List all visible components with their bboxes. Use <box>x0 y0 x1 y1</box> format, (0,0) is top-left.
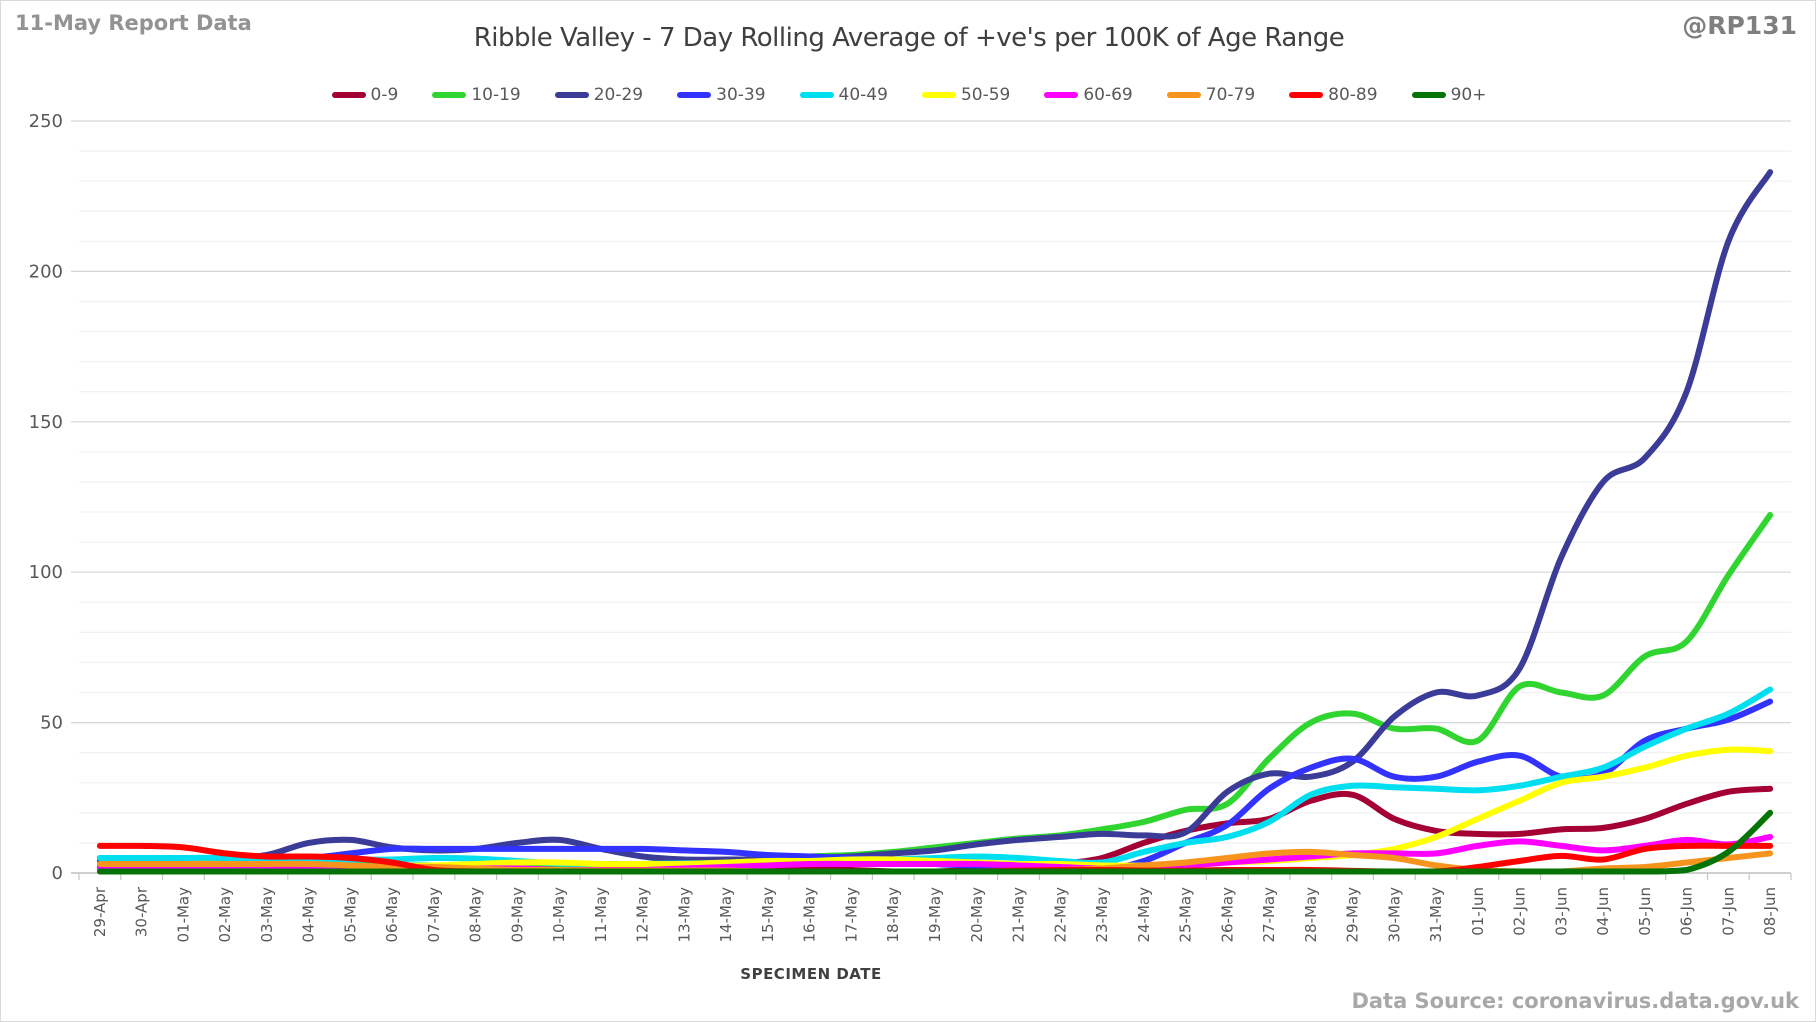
legend-label-0-9: 0-9 <box>370 85 399 105</box>
legend-label-40-49: 40-49 <box>838 85 888 105</box>
legend-label-30-39: 30-39 <box>716 85 766 105</box>
y-tick-label: 50 <box>40 713 63 734</box>
x-tick-label: 11-May <box>592 887 610 943</box>
legend-label-60-69: 60-69 <box>1083 85 1133 105</box>
chart-title: Ribble Valley - 7 Day Rolling Average of… <box>473 23 1345 53</box>
x-tick-label: 07-May <box>425 887 443 943</box>
chart-legend: 0-9 10-19 20-29 30-39 40-49 50-59 60-69 70-79 80… <box>99 85 1719 105</box>
legend-item-20-29: 20-29 <box>554 85 644 105</box>
x-tick-label: 21-May <box>1010 887 1028 943</box>
x-tick-label: 08-Jun <box>1761 887 1779 936</box>
x-tick-label: 09-May <box>508 887 526 943</box>
x-axis-title: SPECIMEN DATE <box>740 965 882 983</box>
x-tick-label: 19-May <box>926 887 944 943</box>
series-line-10-19 <box>96 512 1774 872</box>
x-tick-label: 30-Apr <box>133 886 151 937</box>
y-tick-label: 250 <box>29 111 63 132</box>
x-tick-label: 25-May <box>1177 887 1195 943</box>
x-tick-label: 08-May <box>467 887 485 943</box>
legend-item-30-39: 30-39 <box>677 85 766 105</box>
legend-swatch-70-79 <box>1166 92 1201 98</box>
x-tick-label: 01-May <box>174 887 192 943</box>
x-tick-label: 24-May <box>1135 887 1153 943</box>
legend-label-50-59: 50-59 <box>960 85 1011 105</box>
legend-item-40-49: 40-49 <box>799 85 888 105</box>
legend-label-10-19: 10-19 <box>471 85 521 105</box>
x-tick-label: 20-May <box>968 887 986 943</box>
legend-item-90+: 90+ <box>1411 85 1487 105</box>
legend-item-10-19: 10-19 <box>432 85 521 105</box>
x-tick-label: 03-Jun <box>1552 887 1570 936</box>
legend-swatch-30-39 <box>677 92 712 98</box>
x-tick-label: 04-Jun <box>1594 887 1612 936</box>
y-tick-label: 0 <box>52 863 63 884</box>
x-tick-label: 29-May <box>1344 887 1362 943</box>
x-tick-label: 13-May <box>676 887 694 943</box>
x-tick-label: 28-May <box>1302 887 1320 943</box>
x-tick-label: 01-Jun <box>1469 887 1487 936</box>
legend-swatch-80-89 <box>1289 92 1324 98</box>
legend-item-60-69: 60-69 <box>1044 85 1133 105</box>
x-tick-label: 07-Jun <box>1719 887 1737 936</box>
legend-swatch-60-69 <box>1044 92 1079 98</box>
x-tick-label: 02-May <box>216 887 234 943</box>
x-tick-label: 12-May <box>634 887 652 943</box>
x-tick-label: 05-Jun <box>1636 887 1654 936</box>
legend-item-50-59: 50-59 <box>921 85 1011 105</box>
legend-swatch-20-29 <box>554 92 589 98</box>
x-tick-label: 06-May <box>383 887 401 943</box>
x-tick-label: 04-May <box>300 887 318 943</box>
x-tick-label: 27-May <box>1260 887 1278 943</box>
x-tick-label: 16-May <box>801 887 819 943</box>
x-tick-label: 30-May <box>1385 887 1403 943</box>
report-date-label: 11-May Report Data <box>15 11 252 35</box>
author-handle: @RP131 <box>1682 11 1797 40</box>
x-tick-label: 23-May <box>1093 887 1111 943</box>
legend-label-90+: 90+ <box>1450 85 1487 105</box>
legend-swatch-0-9 <box>331 92 366 98</box>
x-tick-label: 26-May <box>1218 887 1236 943</box>
x-tick-label: 06-Jun <box>1678 887 1696 936</box>
data-source-label: Data Source: coronavirus.data.gov.uk <box>1351 989 1799 1013</box>
legend-label-70-79: 70-79 <box>1205 85 1256 105</box>
x-tick-label: 03-May <box>258 887 276 943</box>
legend-label-80-89: 80-89 <box>1328 85 1378 105</box>
x-tick-label: 29-Apr <box>91 886 109 937</box>
legend-item-80-89: 80-89 <box>1289 85 1378 105</box>
legend-label-20-29: 20-29 <box>593 85 644 105</box>
x-tick-label: 15-May <box>759 887 777 943</box>
legend-swatch-90+ <box>1411 92 1446 98</box>
y-tick-label: 200 <box>29 261 63 282</box>
legend-swatch-10-19 <box>432 92 467 98</box>
legend-item-0-9: 0-9 <box>331 85 399 105</box>
y-tick-label: 150 <box>29 412 63 433</box>
legend-swatch-40-49 <box>799 92 834 98</box>
x-tick-label: 05-May <box>341 887 359 943</box>
x-tick-label: 17-May <box>843 887 861 943</box>
x-tick-label: 22-May <box>1051 887 1069 943</box>
x-tick-label: 14-May <box>717 887 735 943</box>
legend-item-70-79: 70-79 <box>1166 85 1256 105</box>
series-line-90+ <box>96 809 1774 875</box>
y-tick-label: 100 <box>29 562 63 583</box>
legend-swatch-50-59 <box>921 92 956 98</box>
x-tick-label: 02-Jun <box>1511 887 1529 936</box>
x-tick-label: 10-May <box>550 887 568 943</box>
x-tick-label: 31-May <box>1427 887 1445 943</box>
x-tick-label: 18-May <box>884 887 902 943</box>
